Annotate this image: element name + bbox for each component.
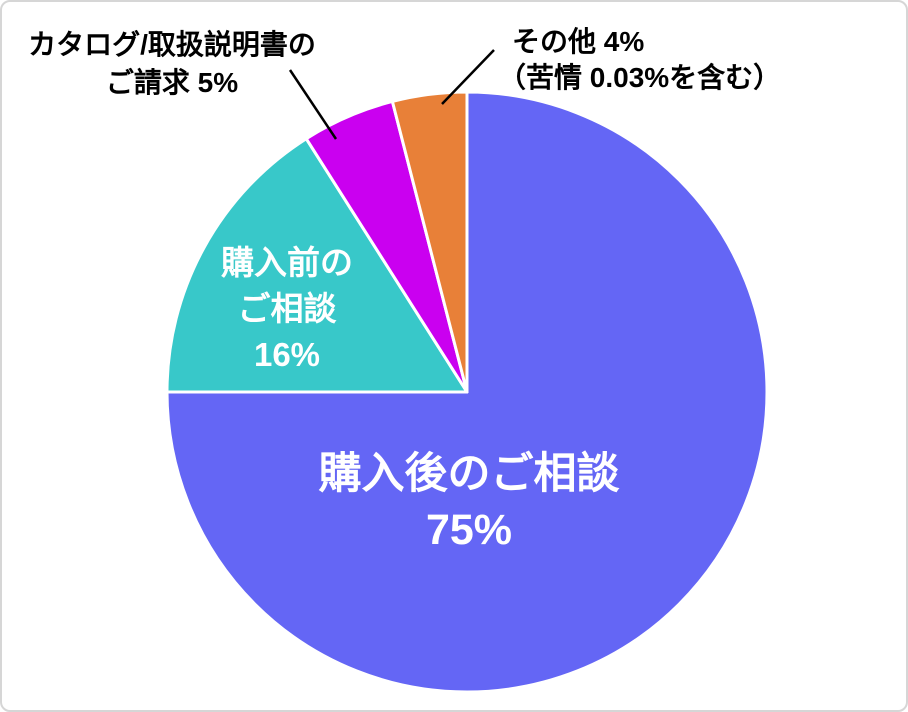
- label-post-purchase: 購入後のご相談 75%: [244, 446, 694, 558]
- label-catalog-request-line1: カタログ/取扱説明書の: [28, 29, 316, 60]
- pie-slice-2: [165, 137, 469, 394]
- leader-line-catalog: [288, 69, 338, 140]
- label-pre-purchase-line3: 16%: [253, 336, 321, 373]
- label-post-purchase-line1: 購入後のご相談: [318, 450, 620, 498]
- label-other-line1: その他 4%: [512, 26, 645, 57]
- label-post-purchase-line2: 75%: [425, 506, 513, 554]
- label-other: その他 4% （苦情 0.03%を含む）: [498, 24, 781, 96]
- pie-slice-4: [390, 90, 469, 394]
- pie-slices: [165, 90, 769, 694]
- label-pre-purchase-line2: ご相談: [237, 290, 337, 327]
- pie-slice-1: [165, 90, 769, 694]
- label-other-line2: （苦情 0.03%を含む）: [498, 62, 782, 93]
- label-pre-purchase-line1: 購入前の: [221, 244, 353, 281]
- label-catalog-request: カタログ/取扱説明書の ご請求 5%: [14, 26, 330, 102]
- label-catalog-request-line2: ご請求 5%: [105, 67, 239, 98]
- leader-line-other: [441, 49, 495, 105]
- label-pre-purchase: 購入前の ご相談 16%: [172, 240, 402, 378]
